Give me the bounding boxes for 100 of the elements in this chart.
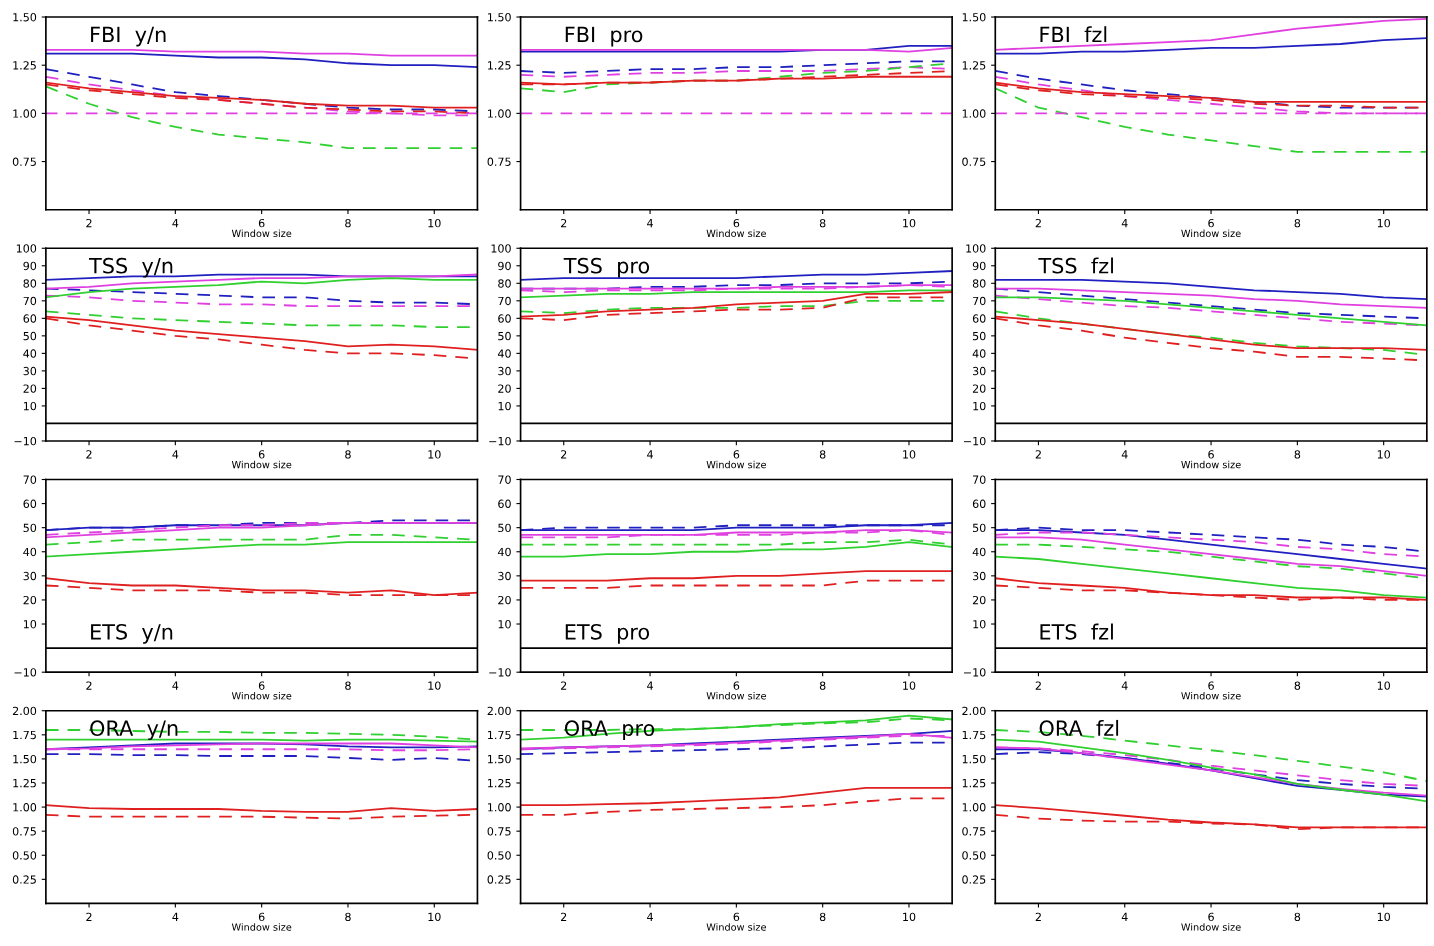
text: ETS pro	[565, 623, 650, 644]
x-tick-label: 8	[819, 218, 826, 228]
x-tick-label: 8	[1294, 912, 1301, 922]
x-tick-label: 10	[1377, 681, 1391, 690]
x-tick-label: 6	[1208, 450, 1214, 459]
y-tick-label: 90	[498, 261, 511, 271]
y-tick-label: 70	[498, 296, 511, 306]
y-tick-label: 1.25	[488, 778, 511, 788]
y-tick-label: 60	[498, 499, 511, 508]
x-tick-label: 6	[1208, 912, 1214, 922]
x-tick-label: 2	[1035, 681, 1041, 690]
x-tick-label: 4	[172, 681, 179, 690]
x-axis-title: Window size	[706, 691, 766, 700]
y-tick-label: 50	[23, 523, 37, 533]
y-tick-label: 1.00	[488, 109, 511, 118]
x-tick-label: 10	[903, 681, 916, 690]
y-tick-label: 50	[498, 523, 511, 533]
x-tick-label: 6	[1208, 218, 1214, 228]
y-tick-label: 1.75	[962, 730, 986, 740]
y-tick-label: 60	[498, 314, 511, 323]
x-axis-title: Window size	[706, 460, 766, 469]
x-tick-label: 10	[1377, 912, 1391, 922]
y-tick-label: 70	[973, 296, 986, 306]
y-tick-label: 20	[972, 384, 986, 393]
chart-title: TSS pro	[563, 257, 650, 278]
y-tick-label: 1.50	[488, 754, 511, 764]
y-tick-label: 1.00	[962, 803, 986, 812]
x-tick-label: 4	[647, 450, 653, 459]
chart-title: FBI pro	[565, 26, 643, 47]
y-tick-label: 0.50	[962, 851, 986, 860]
x-tick-label: 8	[1294, 450, 1301, 459]
x-axis-title: Window size	[1181, 229, 1241, 238]
x-tick-label: 2	[1035, 450, 1041, 459]
x-tick-label: 2	[561, 681, 567, 690]
y-tick-label: 30	[23, 571, 37, 581]
x-tick-label: 8	[819, 681, 826, 690]
y-tick-label: 100	[966, 244, 986, 253]
y-tick-label: 10	[973, 620, 986, 629]
x-axis-title: Window size	[706, 923, 766, 931]
x-tick-label: 4	[1121, 219, 1128, 228]
x-axis-title: Window size	[1181, 460, 1241, 469]
y-tick-label: 60	[972, 314, 986, 323]
x-tick-label: 2	[1035, 912, 1041, 921]
x-tick-label: 2	[1035, 218, 1041, 228]
x-tick-label: 8	[1294, 218, 1301, 228]
y-tick-label: 1.50	[488, 13, 511, 22]
y-tick-label: 40	[23, 349, 37, 358]
x-tick-label: 2	[86, 912, 92, 921]
y-tick-label: 40	[497, 349, 511, 358]
y-tick-label: −10	[963, 436, 986, 446]
x-tick-label: 6	[733, 912, 740, 922]
y-tick-label: 90	[972, 261, 986, 271]
y-tick-label: 1.25	[13, 778, 36, 788]
x-tick-label: 6	[733, 450, 740, 459]
y-tick-label: 1.50	[962, 13, 986, 22]
chart-title: TSS y/n	[88, 257, 173, 278]
y-tick-label: 40	[972, 547, 986, 557]
y-tick-label: 20	[23, 384, 37, 393]
y-tick-label: 30	[972, 571, 986, 581]
y-tick-label: 1.75	[13, 730, 36, 740]
x-tick-label: 6	[1208, 681, 1214, 690]
y-tick-label: −10	[963, 668, 986, 677]
y-tick-label: 100	[16, 244, 37, 253]
text: ETS y/n	[91, 623, 173, 644]
x-tick-label: 2	[561, 450, 567, 459]
x-tick-label: 6	[733, 218, 740, 228]
x-tick-label: 10	[903, 912, 916, 922]
x-tick-label: 6	[258, 218, 265, 228]
x-tick-label: 10	[428, 681, 441, 690]
x-tick-label: 8	[345, 681, 351, 690]
x-tick-label: 4	[647, 912, 653, 921]
y-tick-label: 1.50	[962, 754, 986, 764]
x-tick-label: 2	[561, 912, 567, 921]
y-tick-label: 2.00	[962, 706, 986, 716]
y-tick-label: 10	[498, 620, 511, 629]
y-tick-label: 1.25	[962, 778, 986, 788]
x-tick-label: 2	[86, 450, 92, 459]
x-tick-label: 8	[345, 450, 351, 459]
y-tick-label: 40	[497, 547, 511, 557]
y-tick-label: 1.00	[488, 803, 511, 812]
y-tick-label: −10	[14, 668, 37, 677]
x-tick-label: 6	[258, 681, 265, 690]
y-tick-label: 0.50	[487, 851, 511, 860]
x-tick-label: 10	[428, 450, 441, 459]
y-tick-label: 40	[23, 547, 37, 557]
y-tick-label: 1.50	[13, 13, 37, 22]
x-tick-label: 2	[86, 218, 92, 228]
y-tick-label: 80	[498, 279, 511, 288]
y-tick-label: 30	[498, 366, 511, 376]
y-tick-label: 0.75	[962, 157, 986, 166]
y-tick-label: 10	[23, 401, 37, 411]
y-tick-label: 50	[972, 331, 986, 341]
x-tick-label: 4	[1121, 450, 1128, 459]
y-tick-label: 0.75	[12, 157, 36, 166]
y-tick-label: 20	[498, 595, 511, 605]
x-tick-label: 6	[733, 681, 740, 690]
x-tick-label: 8	[819, 450, 826, 459]
y-tick-label: 100	[491, 244, 511, 253]
y-tick-label: 1.00	[13, 803, 37, 812]
x-tick-label: 2	[561, 218, 567, 228]
